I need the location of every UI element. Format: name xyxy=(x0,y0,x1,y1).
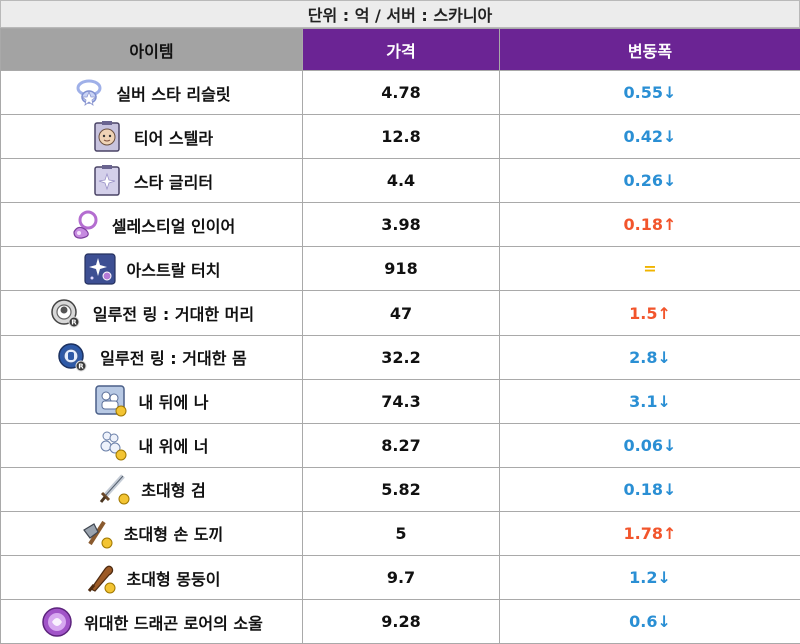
item-cell: 초대형 몽둥이 xyxy=(0,555,303,601)
astral-touch-icon xyxy=(83,252,117,286)
column-header-item: 아이템 xyxy=(0,28,303,71)
silver-star-bracelet-icon xyxy=(72,76,106,110)
change-cell: = xyxy=(499,246,800,292)
table-header-row: 아이템 가격 변동폭 xyxy=(0,28,800,71)
price-cell: 47 xyxy=(302,290,500,336)
table-row: 초대형 손 도끼 5 1.78↑ xyxy=(0,510,800,557)
giant-club-icon xyxy=(83,561,117,595)
price-cell: 918 xyxy=(302,246,500,292)
giant-hand-axe-icon xyxy=(80,516,114,550)
item-cell: 스타 글리터 xyxy=(0,158,303,204)
price-cell: 5 xyxy=(302,510,500,557)
item-name: 초대형 검 xyxy=(141,481,206,501)
item-name: 위대한 드래곤 로어의 소울 xyxy=(84,613,263,633)
table-row: R 일루전 링 : 거대한 머리 47 1.5↑ xyxy=(0,290,800,336)
celestial-inear-icon xyxy=(68,208,102,242)
item-name: 일루전 링 : 거대한 머리 xyxy=(92,305,255,325)
item-cell: 셀레스티얼 인이어 xyxy=(0,202,303,248)
dragon-lore-soul-icon xyxy=(40,605,74,639)
behind-me-icon xyxy=(94,384,128,418)
item-cell: 아스트랄 터치 xyxy=(0,246,303,292)
price-cell: 3.98 xyxy=(302,202,500,248)
change-cell: 3.1↓ xyxy=(499,378,800,424)
ring-big-head-icon: R xyxy=(49,296,83,330)
change-cell: 1.2↓ xyxy=(499,555,800,601)
change-cell: 1.5↑ xyxy=(499,290,800,336)
item-cell: 실버 스타 리슬릿 xyxy=(0,69,303,116)
price-cell: 5.82 xyxy=(302,466,500,512)
column-header-price: 가격 xyxy=(302,28,500,71)
price-cell: 4.78 xyxy=(302,69,500,116)
table-row: 실버 스타 리슬릿 4.78 0.55↓ xyxy=(0,69,800,116)
item-cell: 위대한 드래곤 로어의 소울 xyxy=(0,599,303,644)
item-name: 초대형 손 도끼 xyxy=(123,525,224,545)
change-cell: 0.18↓ xyxy=(499,466,800,512)
svg-text:R: R xyxy=(79,363,85,371)
table-row: 초대형 검 5.82 0.18↓ xyxy=(0,466,800,512)
tier-stella-icon xyxy=(90,120,124,154)
item-name: 셀레스티얼 인이어 xyxy=(111,216,236,236)
svg-text:R: R xyxy=(71,319,77,327)
table-row: 내 뒤에 나 74.3 3.1↓ xyxy=(0,378,800,424)
ring-big-body-icon: R xyxy=(56,340,90,374)
price-cell: 32.2 xyxy=(302,334,500,380)
table-row: 아스트랄 터치 918 = xyxy=(0,246,800,292)
price-cell: 12.8 xyxy=(302,114,500,160)
price-cell: 8.27 xyxy=(302,422,500,468)
price-cell: 9.7 xyxy=(302,555,500,601)
item-name: 내 위에 너 xyxy=(138,437,209,457)
item-cell: 초대형 검 xyxy=(0,466,303,512)
price-cell: 4.4 xyxy=(302,158,500,204)
above-you-icon xyxy=(94,428,128,462)
table-row: 티어 스텔라 12.8 0.42↓ xyxy=(0,114,800,160)
item-cell: R 일루전 링 : 거대한 머리 xyxy=(0,290,303,336)
column-header-change: 변동폭 xyxy=(499,28,800,71)
change-cell: 0.55↓ xyxy=(499,69,800,116)
item-name: 내 뒤에 나 xyxy=(138,393,209,413)
table-row: 내 위에 너 8.27 0.06↓ xyxy=(0,422,800,468)
change-cell: 0.26↓ xyxy=(499,158,800,204)
table-row: 셀레스티얼 인이어 3.98 0.18↑ xyxy=(0,202,800,248)
table-row: 위대한 드래곤 로어의 소울 9.28 0.6↓ xyxy=(0,599,800,644)
item-name: 티어 스텔라 xyxy=(133,128,214,148)
table-row: R 일루전 링 : 거대한 몸 32.2 2.8↓ xyxy=(0,334,800,380)
item-cell: R 일루전 링 : 거대한 몸 xyxy=(0,334,303,380)
table-row: 스타 글리터 4.4 0.26↓ xyxy=(0,158,800,204)
change-cell: 0.42↓ xyxy=(499,114,800,160)
change-cell: 1.78↑ xyxy=(499,510,800,557)
change-cell: 0.6↓ xyxy=(499,599,800,644)
change-cell: 2.8↓ xyxy=(499,334,800,380)
unit-server-caption: 단위 : 억 / 서버 : 스카니아 xyxy=(0,0,800,28)
star-glitter-icon xyxy=(90,164,124,198)
table-row: 초대형 몽둥이 9.7 1.2↓ xyxy=(0,555,800,601)
item-price-table: 아이템 가격 변동폭 실버 스타 리슬릿 4.78 0.55↓ xyxy=(0,28,800,644)
item-cell: 내 위에 너 xyxy=(0,422,303,468)
item-name: 실버 스타 리슬릿 xyxy=(116,84,231,104)
item-cell: 초대형 손 도끼 xyxy=(0,510,303,557)
item-cell: 티어 스텔라 xyxy=(0,114,303,160)
item-name: 스타 글리터 xyxy=(133,172,214,192)
change-cell: 0.18↑ xyxy=(499,202,800,248)
item-name: 일루전 링 : 거대한 몸 xyxy=(100,349,247,369)
item-cell: 내 뒤에 나 xyxy=(0,378,303,424)
price-cell: 74.3 xyxy=(302,378,500,424)
item-name: 초대형 몽둥이 xyxy=(126,569,221,589)
change-cell: 0.06↓ xyxy=(499,422,800,468)
giant-sword-icon xyxy=(97,472,131,506)
price-cell: 9.28 xyxy=(302,599,500,644)
item-name: 아스트랄 터치 xyxy=(126,260,221,280)
